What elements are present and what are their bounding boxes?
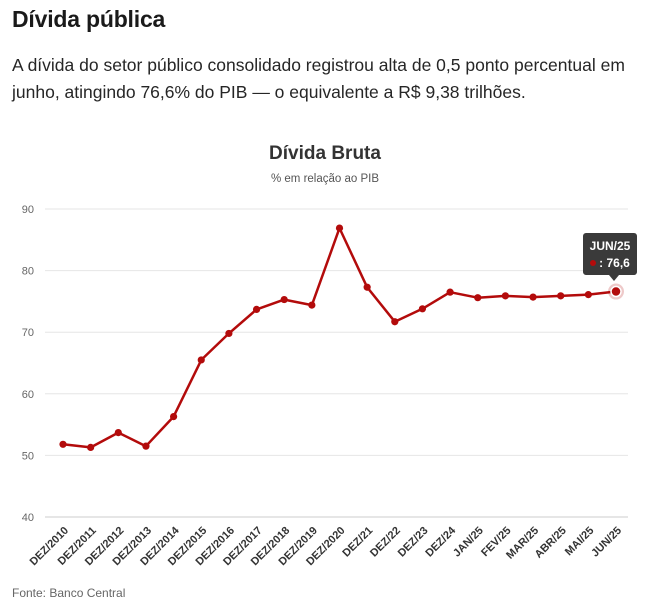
data-point [87,443,95,451]
x-axis-tick-labels: DEZ/2010DEZ/2011DEZ/2012DEZ/2013DEZ/2014… [28,524,625,568]
data-point [335,224,344,232]
page-title: Dívida pública [12,6,166,32]
data-point [418,305,427,313]
data-point [142,442,150,450]
series-line [61,226,618,449]
y-axis-tick-labels: 40 50 60 70 80 90 [22,204,34,524]
tooltip-label: JUN/25 [589,239,631,253]
data-point-highlighted [610,285,622,298]
y-tick-label: 60 [22,389,34,401]
data-point [557,292,565,300]
data-point [363,283,371,291]
tooltip-value-row: : 76,6 [583,255,637,272]
y-tick-label: 50 [22,450,34,462]
y-tick-label: 80 [22,266,34,278]
y-tick-label: 90 [22,204,34,216]
data-point [446,288,454,296]
grid-layer [45,208,628,518]
data-point [280,295,288,304]
chart-subtitle: % em relação ao PIB [270,173,380,185]
y-tick-label: 40 [22,512,34,524]
data-point [584,291,592,299]
data-point [225,329,233,338]
series-points-layer [59,224,624,451]
data-point [114,429,122,437]
data-point [391,318,399,326]
tooltip-marker-icon [590,259,597,266]
series-line-layer [61,226,618,449]
x-tick-label: JUN/25 [589,525,624,560]
data-point [474,294,482,302]
data-point [170,412,178,421]
data-tooltip: JUN/25 : 76,6 [583,233,637,281]
data-point [197,356,205,364]
chart-title: Dívida Bruta [269,143,381,164]
tooltip-value: : 76,6 [599,256,630,270]
data-point [501,292,509,300]
data-point [252,305,261,314]
source-note: Fonte: Banco Central [12,586,126,600]
data-point [308,301,316,309]
data-point [529,293,537,301]
y-tick-label: 70 [22,327,34,339]
data-point [59,440,67,448]
x-tick-label: JAN/25 [451,525,486,560]
page-lede: A dívida do setor público consolidado re… [12,55,625,102]
